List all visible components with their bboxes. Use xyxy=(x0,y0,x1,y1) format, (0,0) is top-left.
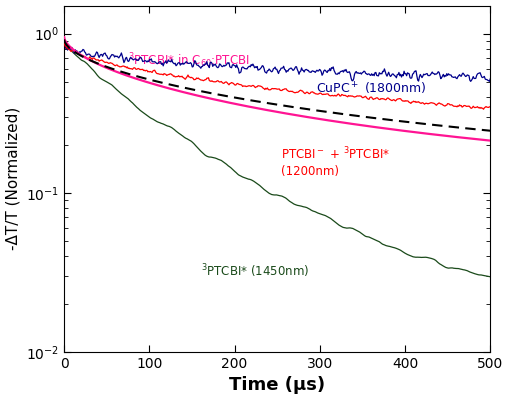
Text: PTCBI$^-$ + $^3$PTCBI*
(1200nm): PTCBI$^-$ + $^3$PTCBI* (1200nm) xyxy=(281,146,390,178)
Y-axis label: -ΔT/T (Normalized): -ΔT/T (Normalized) xyxy=(6,107,20,250)
X-axis label: Time (μs): Time (μs) xyxy=(229,376,325,394)
Text: $^3$PTCBI* (1450nm): $^3$PTCBI* (1450nm) xyxy=(201,262,309,280)
Text: CuPC$^+$ (1800nm): CuPC$^+$ (1800nm) xyxy=(316,81,427,97)
Text: $^3$PTCBI* in C$_{60}$:PTCBI: $^3$PTCBI* in C$_{60}$:PTCBI xyxy=(128,52,250,70)
